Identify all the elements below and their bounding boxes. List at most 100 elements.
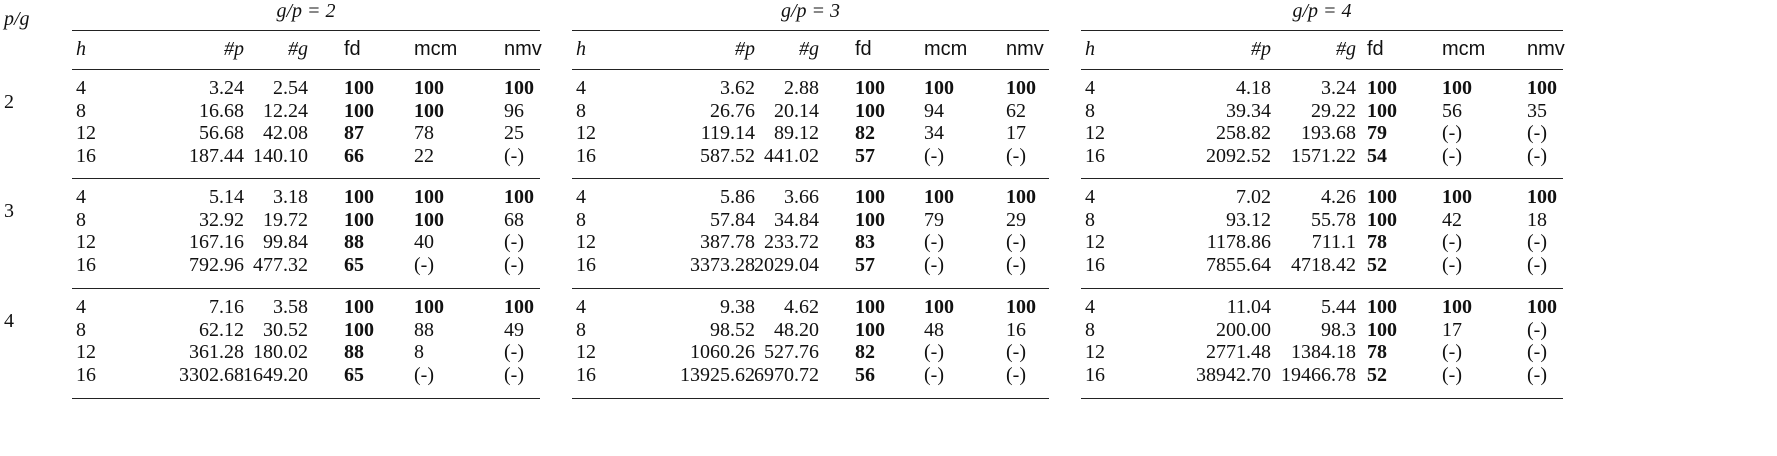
cell-fd: 100 bbox=[1367, 186, 1397, 208]
cell-h: 12 bbox=[1085, 122, 1105, 144]
cell-h: 4 bbox=[576, 296, 586, 318]
cell-g: 20.14 bbox=[774, 99, 819, 122]
cell-g: 2.88 bbox=[784, 77, 819, 99]
column-header-nmv: nmv bbox=[504, 38, 542, 60]
cell-p: 56.68 bbox=[199, 122, 244, 144]
cell-fd: 100 bbox=[855, 208, 885, 231]
cell-h: 12 bbox=[576, 341, 596, 363]
header-rule bbox=[1081, 69, 1563, 70]
cell-nmv: 25 bbox=[504, 122, 524, 144]
cell-p: 13925.62 bbox=[680, 363, 755, 386]
cell-mcm: (-) bbox=[1442, 341, 1462, 363]
cell-p: 98.52 bbox=[710, 318, 755, 341]
cell-h: 16 bbox=[1085, 144, 1105, 167]
cell-fd: 100 bbox=[344, 77, 374, 99]
row-group-label: 4 bbox=[4, 310, 14, 332]
cell-g: 4718.42 bbox=[1291, 253, 1356, 276]
cell-fd: 100 bbox=[344, 186, 374, 208]
cell-nmv: 100 bbox=[1527, 186, 1557, 208]
cell-mcm: 42 bbox=[1442, 208, 1462, 231]
corner-label: p/g bbox=[4, 8, 30, 30]
cell-p: 57.84 bbox=[710, 208, 755, 231]
cell-h: 16 bbox=[76, 144, 96, 167]
group-rule bbox=[72, 288, 540, 289]
cell-h: 16 bbox=[76, 253, 96, 276]
cell-mcm: 100 bbox=[1442, 186, 1472, 208]
header-rule bbox=[572, 69, 1049, 70]
cell-mcm: (-) bbox=[414, 363, 434, 386]
cell-nmv: (-) bbox=[1527, 341, 1547, 363]
column-header-fd: fd bbox=[855, 38, 872, 60]
cell-h: 12 bbox=[1085, 341, 1105, 363]
cell-fd: 82 bbox=[855, 341, 875, 363]
cell-g: 48.20 bbox=[774, 318, 819, 341]
cell-h: 4 bbox=[76, 77, 86, 99]
cell-mcm: 17 bbox=[1442, 318, 1462, 341]
group-title-rule bbox=[572, 30, 1049, 31]
cell-g: 527.76 bbox=[764, 341, 819, 363]
cell-h: 4 bbox=[576, 77, 586, 99]
cell-g: 42.08 bbox=[263, 122, 308, 144]
cell-h: 8 bbox=[576, 208, 586, 231]
cell-fd: 100 bbox=[344, 318, 374, 341]
cell-g: 180.02 bbox=[253, 341, 308, 363]
column-header-p: #p bbox=[1251, 38, 1271, 60]
row-group-label: 3 bbox=[4, 200, 14, 222]
cell-p: 39.34 bbox=[1226, 99, 1271, 122]
cell-fd: 100 bbox=[855, 186, 885, 208]
row-group-label: 2 bbox=[4, 91, 14, 113]
cell-fd: 54 bbox=[1367, 144, 1387, 167]
group-rule bbox=[72, 398, 540, 399]
cell-mcm: 100 bbox=[414, 99, 444, 122]
cell-p: 26.76 bbox=[710, 99, 755, 122]
cell-mcm: 78 bbox=[414, 122, 434, 144]
cell-g: 99.84 bbox=[263, 231, 308, 253]
cell-mcm: (-) bbox=[924, 144, 944, 167]
cell-mcm: (-) bbox=[924, 253, 944, 276]
cell-mcm: 88 bbox=[414, 318, 434, 341]
cell-g: 1649.20 bbox=[243, 363, 308, 386]
cell-p: 2771.48 bbox=[1206, 341, 1271, 363]
cell-h: 16 bbox=[1085, 363, 1105, 386]
cell-fd: 100 bbox=[344, 208, 374, 231]
cell-fd: 100 bbox=[855, 77, 885, 99]
cell-nmv: 100 bbox=[504, 77, 534, 99]
cell-h: 4 bbox=[576, 186, 586, 208]
cell-mcm: 40 bbox=[414, 231, 434, 253]
cell-nmv: (-) bbox=[1527, 122, 1547, 144]
column-header-g: #g bbox=[799, 38, 819, 60]
cell-p: 258.82 bbox=[1216, 122, 1271, 144]
cell-nmv: 100 bbox=[1006, 296, 1036, 318]
cell-nmv: (-) bbox=[1006, 231, 1026, 253]
cell-g: 12.24 bbox=[263, 99, 308, 122]
cell-p: 2092.52 bbox=[1206, 144, 1271, 167]
cell-g: 98.3 bbox=[1321, 318, 1356, 341]
cell-g: 3.58 bbox=[273, 296, 308, 318]
cell-p: 7.16 bbox=[209, 296, 244, 318]
cell-g: 477.32 bbox=[253, 253, 308, 276]
cell-fd: 57 bbox=[855, 144, 875, 167]
cell-nmv: 100 bbox=[1006, 186, 1036, 208]
cell-p: 1178.86 bbox=[1206, 231, 1271, 253]
cell-mcm: 100 bbox=[414, 296, 444, 318]
cell-g: 4.62 bbox=[784, 296, 819, 318]
cell-mcm: (-) bbox=[924, 231, 944, 253]
cell-nmv: 16 bbox=[1006, 318, 1026, 341]
cell-nmv: (-) bbox=[1006, 363, 1026, 386]
cell-p: 16.68 bbox=[199, 99, 244, 122]
cell-mcm: (-) bbox=[924, 363, 944, 386]
cell-nmv: 29 bbox=[1006, 208, 1026, 231]
group-title: g/p = 4 bbox=[1292, 0, 1352, 22]
cell-p: 119.14 bbox=[700, 122, 755, 144]
cell-p: 32.92 bbox=[199, 208, 244, 231]
cell-fd: 57 bbox=[855, 253, 875, 276]
cell-mcm: 79 bbox=[924, 208, 944, 231]
cell-fd: 82 bbox=[855, 122, 875, 144]
cell-fd: 100 bbox=[855, 318, 885, 341]
group-rule bbox=[572, 178, 1049, 179]
cell-h: 4 bbox=[76, 296, 86, 318]
cell-g: 2029.04 bbox=[754, 253, 819, 276]
cell-mcm: 100 bbox=[414, 77, 444, 99]
cell-mcm: 56 bbox=[1442, 99, 1462, 122]
cell-g: 19466.78 bbox=[1281, 363, 1356, 386]
